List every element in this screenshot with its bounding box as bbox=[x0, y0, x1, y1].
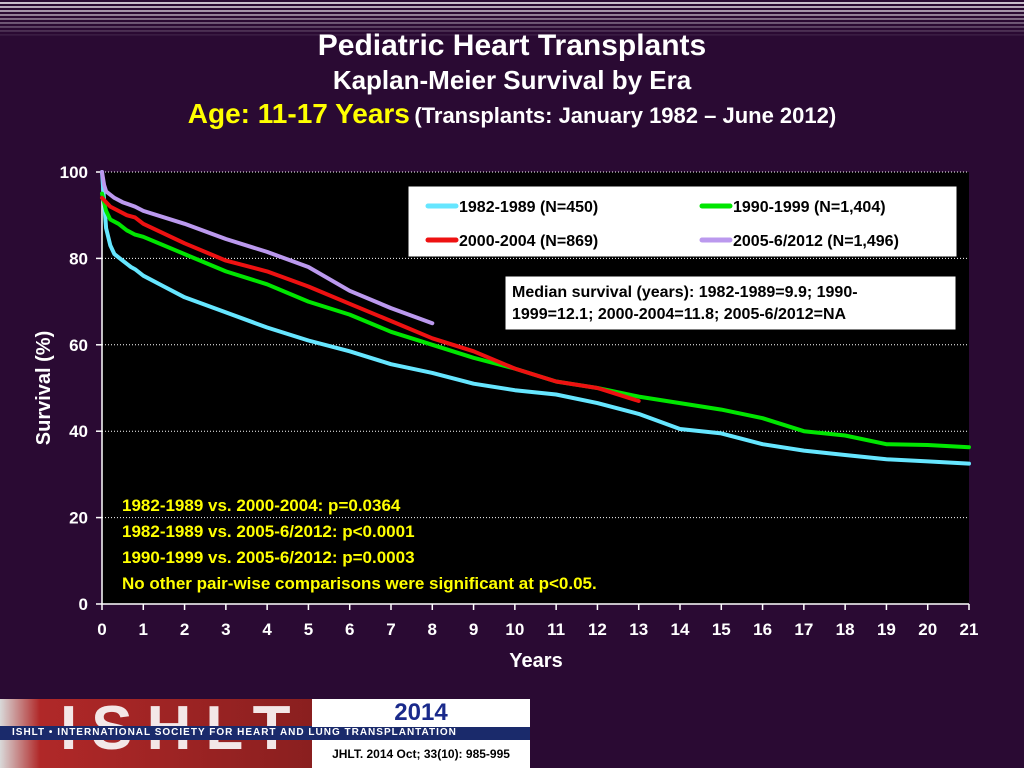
x-tick-label: 4 bbox=[262, 620, 272, 639]
y-tick-label: 100 bbox=[60, 163, 88, 182]
pvalue-line: 1982-1989 vs. 2005-6/2012: p<0.0001 bbox=[122, 522, 415, 541]
x-tick-label: 18 bbox=[836, 620, 855, 639]
y-axis-label: Survival (%) bbox=[33, 331, 55, 445]
legend: 1982-1989 (N=450) 1990-1999 (N=1,404) 2000… bbox=[407, 185, 958, 258]
grid-lines bbox=[102, 171, 969, 519]
x-tick-label: 2 bbox=[180, 620, 189, 639]
x-tick-labels: 0 1 2 3 4 5 6 7 8 9 10 11 12 13 14 15 16 17 18 19 20 21 bbox=[97, 604, 978, 639]
legend-label: 2005-6/2012 (N=1,496) bbox=[733, 233, 899, 250]
x-axis-label: Years bbox=[509, 650, 562, 672]
median-survival-text: Median survival (years): 1982-1989=9.9; … bbox=[512, 284, 858, 323]
x-tick-label: 3 bbox=[221, 620, 230, 639]
y-tick-label: 60 bbox=[69, 336, 88, 355]
series-line-1 bbox=[100, 170, 971, 466]
pvalue-line: No other pair-wise comparisons were sign… bbox=[122, 574, 597, 593]
legend-label: 1982-1989 (N=450) bbox=[459, 199, 598, 216]
transplant-range-label: (Transplants: January 1982 – June 2012) bbox=[414, 103, 837, 128]
x-tick-label: 13 bbox=[629, 620, 648, 639]
legend-label: 2000-2004 (N=869) bbox=[459, 233, 598, 250]
decorative-top-stripes bbox=[0, 0, 1024, 36]
x-tick-label: 19 bbox=[877, 620, 896, 639]
pvalue-line: 1990-1999 vs. 2005-6/2012: p=0.0003 bbox=[122, 548, 415, 567]
x-tick-label: 11 bbox=[547, 620, 565, 639]
legend-box bbox=[407, 185, 958, 258]
y-tick-label: 20 bbox=[69, 509, 88, 528]
x-tick-label: 1 bbox=[139, 620, 148, 639]
x-tick-label: 14 bbox=[671, 620, 690, 639]
x-tick-label: 7 bbox=[386, 620, 395, 639]
x-tick-label: 12 bbox=[588, 620, 607, 639]
year-label: 2014 bbox=[394, 699, 448, 726]
series-line-2 bbox=[100, 191, 971, 450]
x-tick-label: 16 bbox=[753, 620, 772, 639]
axes bbox=[101, 172, 969, 605]
series-lines bbox=[100, 170, 971, 466]
slide-title-block: Pediatric Heart Transplants Kaplan-Meier… bbox=[0, 28, 1024, 137]
pvalue-annotations: 1982-1989 vs. 2000-2004: p=0.0364 1982-19… bbox=[122, 496, 597, 593]
legend-label: 1990-1999 (N=1,404) bbox=[733, 199, 886, 216]
year-box: 2014 bbox=[312, 699, 530, 727]
x-tick-label: 6 bbox=[345, 620, 354, 639]
median-survival-box: Median survival (years): 1982-1989=9.9; … bbox=[504, 275, 957, 331]
x-tick-label: 0 bbox=[97, 620, 106, 639]
citation-box: JHLT. 2014 Oct; 33(10): 985-995 bbox=[312, 740, 530, 768]
x-tick-label: 21 bbox=[960, 620, 979, 639]
x-tick-label: 8 bbox=[428, 620, 437, 639]
median-box-bg bbox=[504, 275, 957, 331]
y-tick-labels: 0 20 40 60 80 100 bbox=[60, 163, 102, 614]
slide-age-line: Age: 11-17 Years (Transplants: January 1… bbox=[0, 96, 1024, 137]
x-tick-label: 10 bbox=[505, 620, 524, 639]
org-name-band: ISHLT • INTERNATIONAL SOCIETY FOR HEART … bbox=[0, 726, 530, 740]
series-line-4 bbox=[100, 170, 435, 326]
x-tick-label: 15 bbox=[712, 620, 731, 639]
y-tick-label: 80 bbox=[69, 249, 88, 268]
x-tick-label: 9 bbox=[469, 620, 478, 639]
pvalue-line: 1982-1989 vs. 2000-2004: p=0.0364 bbox=[122, 496, 401, 515]
slide-title: Pediatric Heart Transplants bbox=[317, 29, 707, 62]
x-tick-label: 17 bbox=[794, 620, 813, 639]
series-line-3 bbox=[100, 195, 641, 403]
age-label: Age: 11-17 Years bbox=[187, 98, 410, 129]
slide-subtitle: Kaplan-Meier Survival by Era bbox=[332, 65, 692, 95]
y-tick-label: 40 bbox=[69, 422, 88, 441]
x-tick-label: 20 bbox=[918, 620, 937, 639]
y-tick-label: 0 bbox=[79, 595, 88, 614]
x-tick-label: 5 bbox=[304, 620, 313, 639]
citation-text: JHLT. 2014 Oct; 33(10): 985-995 bbox=[332, 747, 510, 761]
